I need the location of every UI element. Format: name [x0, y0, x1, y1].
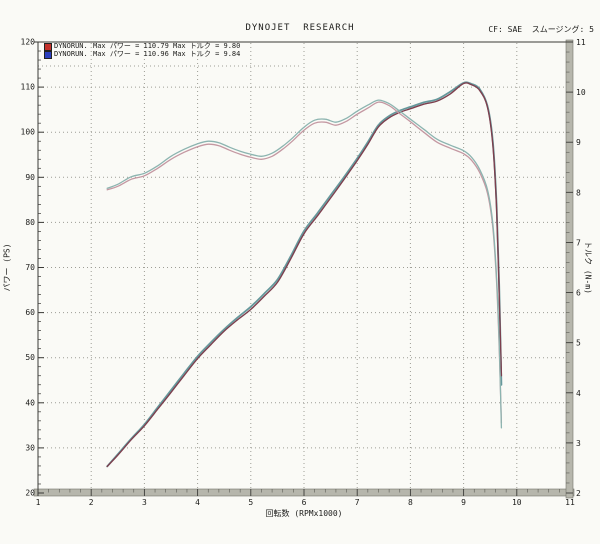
svg-text:6: 6: [302, 498, 307, 507]
svg-text:11: 11: [576, 38, 586, 47]
run1-max-torque: Max トルク = 9.80: [173, 42, 241, 50]
curve-3: [106, 99, 503, 429]
run2-label: DYNORUN.: [54, 50, 88, 58]
curve-1: [106, 82, 503, 468]
svg-text:30: 30: [25, 443, 35, 452]
svg-text:90: 90: [25, 173, 35, 182]
svg-text:6: 6: [576, 289, 581, 298]
svg-text:1: 1: [36, 498, 41, 507]
svg-text:100: 100: [21, 128, 36, 137]
svg-text:8: 8: [408, 498, 413, 507]
svg-text:2: 2: [576, 489, 581, 498]
right-axis-band: [565, 39, 574, 499]
run1-label: DYNORUN.: [54, 42, 88, 50]
run-curves: [106, 81, 503, 468]
svg-text:20: 20: [25, 489, 35, 498]
svg-text:40: 40: [25, 398, 35, 407]
svg-text:4: 4: [195, 498, 200, 507]
run1-max-power: Max パワー = 110.79: [93, 42, 169, 50]
legend-row-run1: DYNORUN. Max パワー = 110.79 Max トルク = 9.80: [44, 43, 314, 51]
svg-text:5: 5: [576, 339, 581, 348]
y-axis-label-power: パワー (PS): [2, 243, 12, 292]
svg-text:9: 9: [461, 498, 466, 507]
svg-text:3: 3: [142, 498, 147, 507]
curve-0: [106, 81, 503, 468]
svg-text:50: 50: [25, 353, 35, 362]
run2-max-torque: Max トルク = 9.84: [173, 50, 241, 58]
svg-text:8: 8: [576, 188, 581, 197]
grid-lines: [38, 43, 566, 489]
svg-text:5: 5: [248, 498, 253, 507]
run2-color-swatch: [44, 51, 52, 59]
svg-text:9: 9: [576, 138, 581, 147]
svg-text:60: 60: [25, 308, 35, 317]
svg-text:110: 110: [21, 83, 36, 92]
run1-color-swatch: [44, 43, 52, 51]
svg-text:120: 120: [21, 38, 36, 47]
plot-frame: [34, 41, 573, 496]
curve-2: [106, 101, 503, 424]
x-axis-band: [33, 488, 575, 497]
svg-text:2: 2: [89, 498, 94, 507]
run2-max-power: Max パワー = 110.96: [93, 50, 169, 58]
legend-row-run2: DYNORUN. Max パワー = 110.96 Max トルク = 9.84: [44, 51, 314, 59]
svg-text:3: 3: [576, 439, 581, 448]
svg-text:10: 10: [576, 88, 586, 97]
svg-text:7: 7: [576, 238, 581, 247]
chart-title: DYNOJET RESEARCH: [245, 23, 355, 33]
svg-text:11: 11: [565, 498, 575, 507]
svg-text:80: 80: [25, 218, 35, 227]
svg-text:4: 4: [576, 389, 581, 398]
y-axis-label-torque: トルク (N-m): [583, 241, 593, 294]
svg-text:10: 10: [512, 498, 522, 507]
x-axis-label-rpm: 回転数 (RPMx1000): [265, 509, 343, 518]
svg-text:7: 7: [355, 498, 360, 507]
svg-text:70: 70: [25, 263, 35, 272]
correction-smoothing-info: CF: SAE スムージング: 5: [488, 25, 594, 34]
